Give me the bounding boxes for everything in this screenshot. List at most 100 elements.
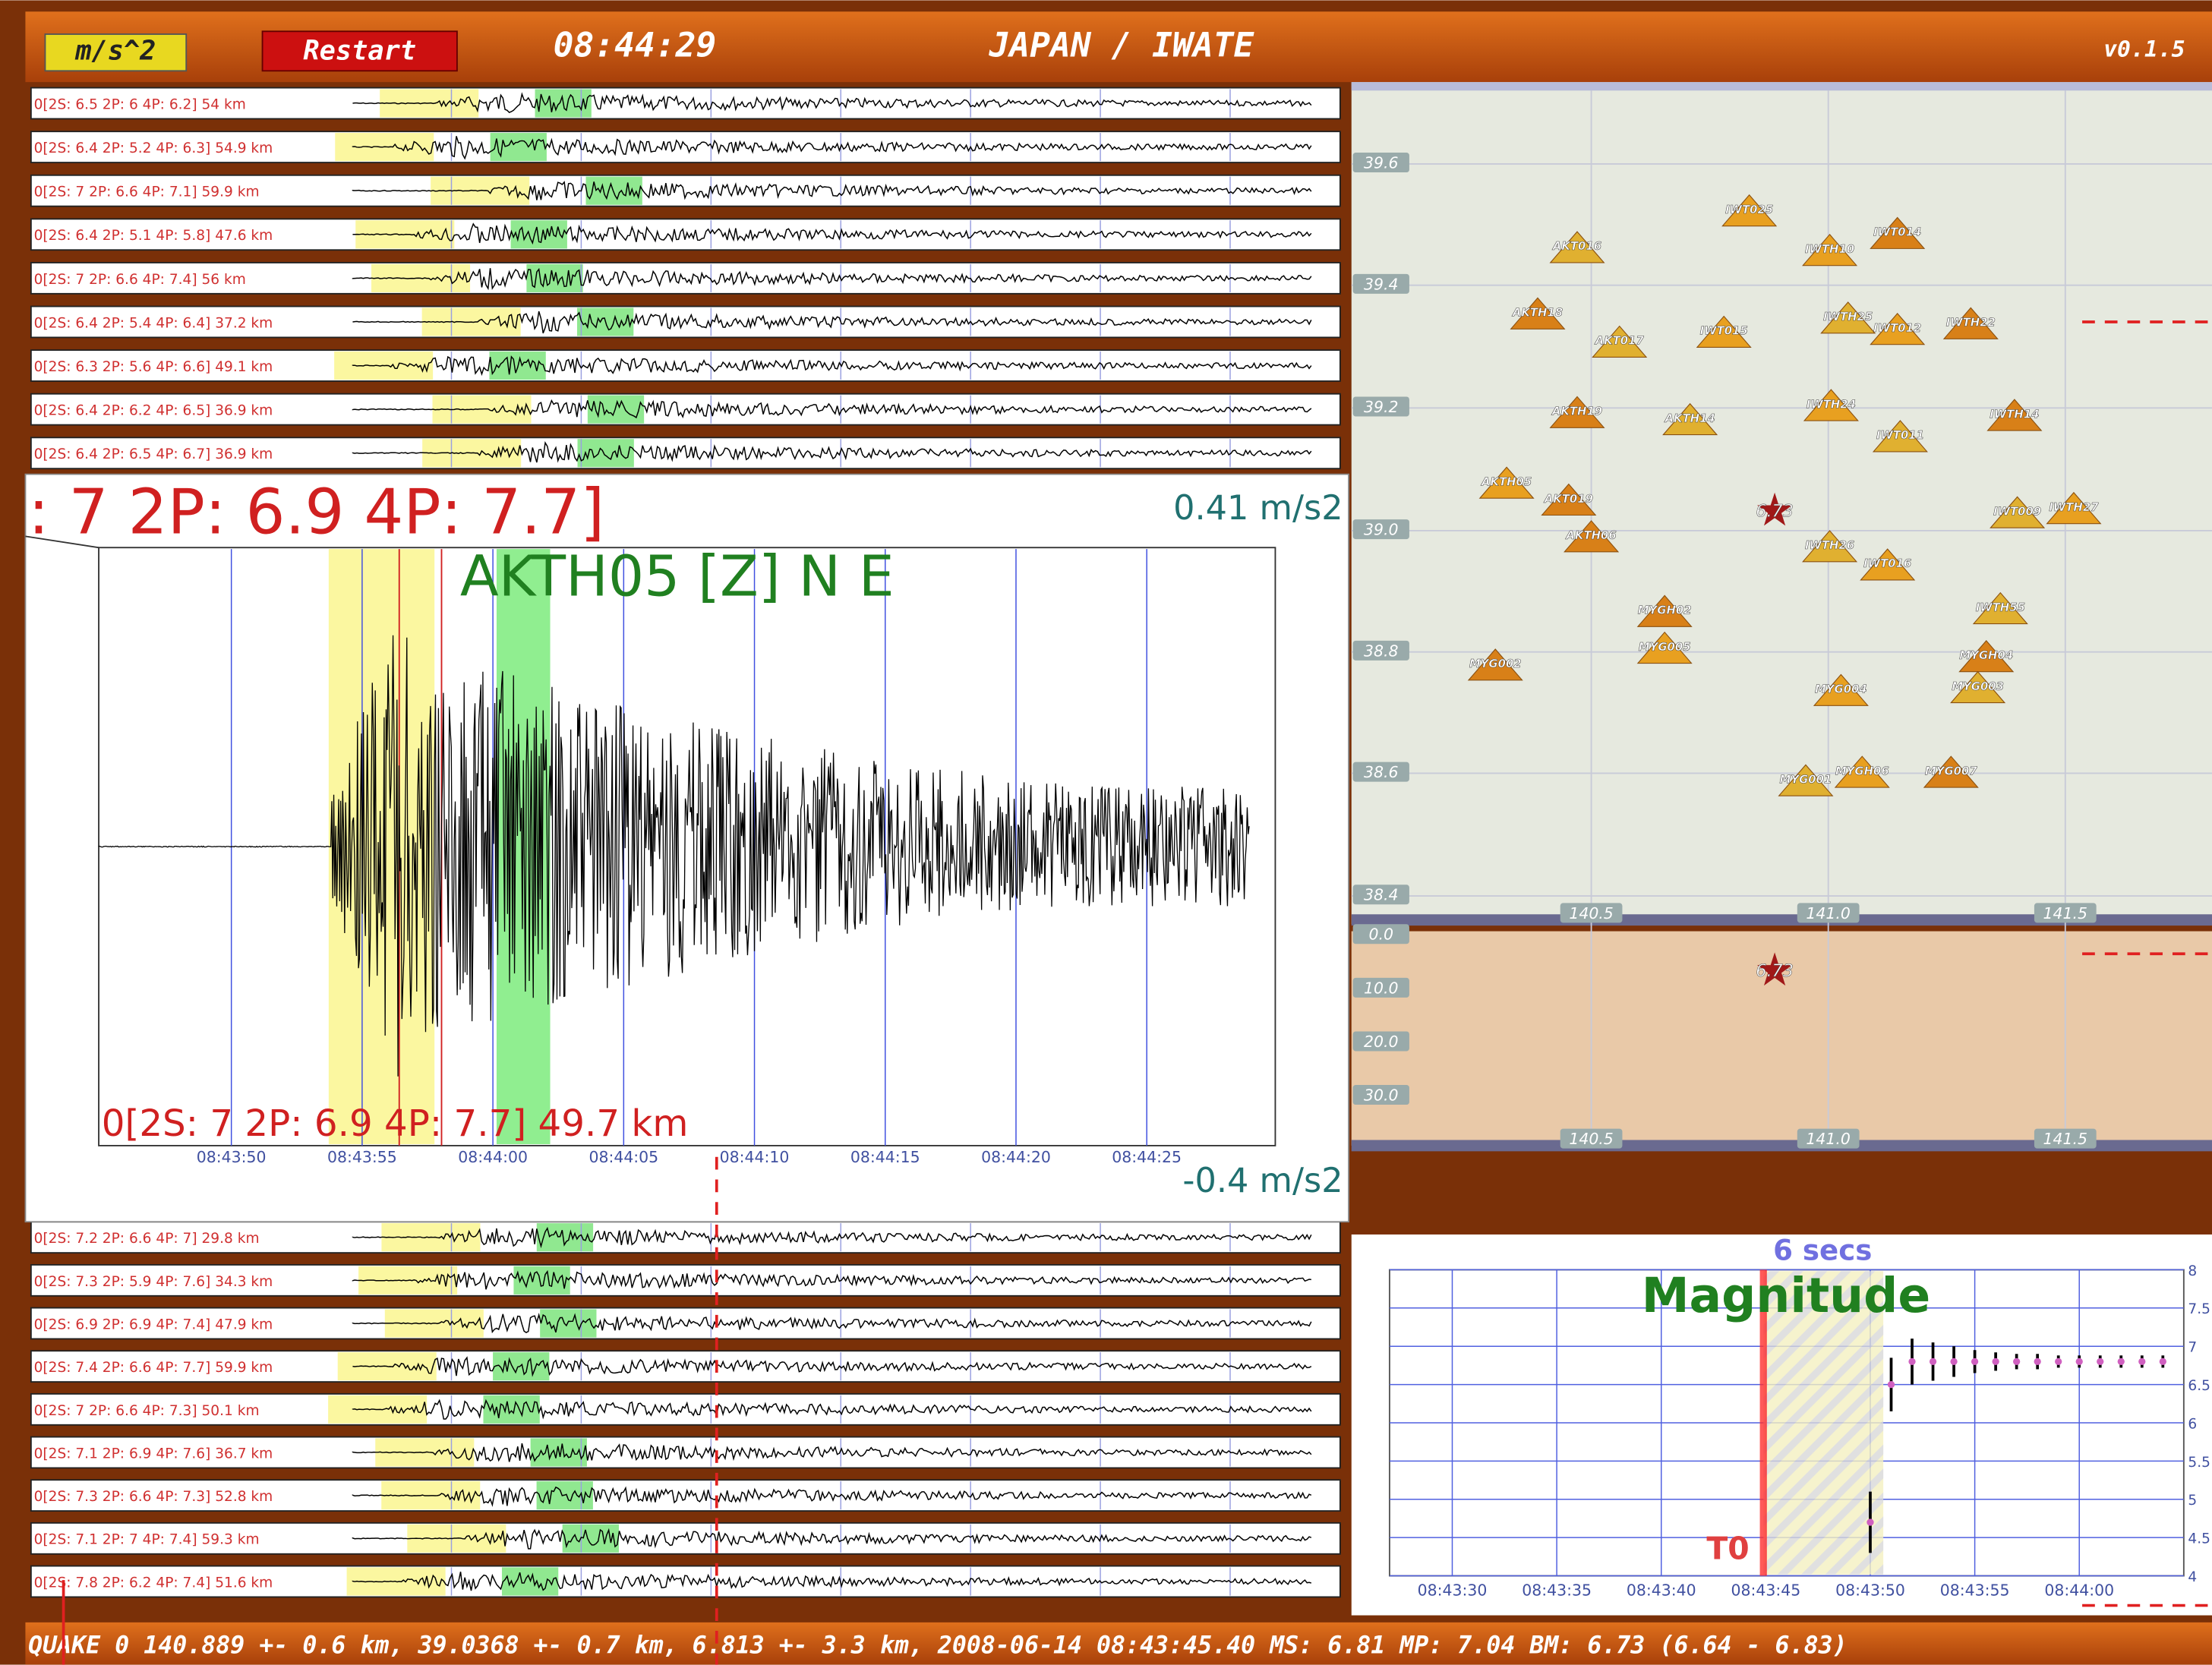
- trace-strip: [30, 174, 1341, 207]
- station-label: MYG007: [1925, 764, 1977, 777]
- station[interactable]: [1813, 673, 1869, 706]
- station[interactable]: [1636, 631, 1693, 664]
- lon-label: 141.0: [1806, 904, 1850, 922]
- waveform: [352, 1226, 1312, 1249]
- depth-label: 10.0: [1364, 979, 1398, 997]
- station-label: MYG004: [1815, 683, 1867, 696]
- lon-tag: [1560, 903, 1623, 923]
- units-button[interactable]: [44, 33, 188, 72]
- units-label[interactable]: m/s^2: [74, 35, 156, 66]
- station-label: AKTH06: [1565, 528, 1616, 542]
- trace-label: 0[2S: 6.4 2P: 5.4 4P: 6.4] 37.2 km: [34, 315, 273, 331]
- trace-label: 0[2S: 7.3 2P: 5.9 4P: 7.6] 34.3 km: [34, 1274, 273, 1290]
- station[interactable]: [1803, 389, 1859, 421]
- station[interactable]: [1564, 520, 1620, 553]
- s-window: [536, 1223, 594, 1252]
- trace-label: 0[2S: 6.4 2P: 6.2 4P: 6.5] 36.9 km: [34, 403, 273, 419]
- waveform: [352, 441, 1312, 463]
- mag-point: [1992, 1358, 1999, 1365]
- waveform: [352, 267, 1312, 291]
- station[interactable]: [2046, 491, 2102, 525]
- waveform: [352, 311, 1312, 334]
- trace-label: 0[2S: 7.1 2P: 7 4P: 7.4] 59.3 km: [34, 1532, 260, 1548]
- depth-label: 20.0: [1364, 1033, 1398, 1051]
- station[interactable]: [1870, 312, 1926, 345]
- epicenter-label: 6.73: [1756, 501, 1794, 521]
- mag-xtick: 08:43:35: [1522, 1581, 1592, 1600]
- station[interactable]: [1662, 402, 1718, 436]
- station[interactable]: [1923, 755, 1979, 788]
- station-label: AKT016: [1552, 239, 1601, 253]
- station[interactable]: [1636, 594, 1693, 627]
- waveform: [352, 181, 1312, 200]
- restart-button[interactable]: [261, 30, 458, 72]
- window-label: 6 secs: [1773, 1234, 1872, 1266]
- restart-label[interactable]: Restart: [303, 35, 416, 66]
- trace-strip: [30, 1522, 1341, 1555]
- mag-xtick: 08:43:55: [1940, 1581, 2010, 1600]
- station-label: IWTH10: [1805, 242, 1854, 256]
- station[interactable]: [1986, 399, 2043, 431]
- station[interactable]: [1592, 325, 1648, 358]
- station[interactable]: [1721, 194, 1778, 227]
- station[interactable]: [1972, 591, 2028, 625]
- station[interactable]: [1958, 639, 2015, 673]
- station[interactable]: [1467, 648, 1523, 681]
- trace-strip: [30, 131, 1341, 163]
- lat-tag: [1352, 885, 1409, 905]
- region: JAPAN / IWATE: [988, 26, 1254, 65]
- station-label: AKTH14: [1664, 412, 1715, 425]
- lat-label: 39.6: [1364, 153, 1398, 172]
- waveform: [352, 1486, 1312, 1507]
- mag-xtick: 08:43:50: [1835, 1581, 1905, 1600]
- zoom-time: 08:43:55: [327, 1148, 397, 1166]
- mag-point: [2097, 1358, 2104, 1365]
- s-window: [577, 439, 634, 468]
- zoom-min: -0.4 m/s2: [1182, 1161, 1343, 1200]
- mag-point: [2034, 1358, 2041, 1365]
- mag-ytick: 8: [2188, 1263, 2197, 1279]
- station-label: IWTH22: [1946, 316, 1996, 330]
- station-label: AKTH19: [1551, 405, 1602, 418]
- station[interactable]: [1549, 231, 1605, 263]
- trace-label: 0[2S: 7.2 2P: 6.6 4P: 7] 29.8 km: [34, 1231, 260, 1247]
- station[interactable]: [1510, 297, 1566, 330]
- station-label: IWT016: [1863, 557, 1911, 570]
- station[interactable]: [1872, 420, 1928, 453]
- station[interactable]: [1860, 548, 1916, 581]
- lon-label: 141.5: [2043, 904, 2087, 922]
- lon-label: 141.0: [1806, 1130, 1850, 1148]
- lat-label: 39.0: [1364, 521, 1398, 539]
- station[interactable]: [1802, 530, 1858, 563]
- station[interactable]: [1478, 466, 1535, 499]
- station[interactable]: [1802, 233, 1858, 266]
- depth-tag: [1352, 1085, 1409, 1105]
- station[interactable]: [1820, 301, 1876, 334]
- mag-xtick: 08:44:00: [2044, 1581, 2114, 1600]
- station[interactable]: [1870, 216, 1926, 249]
- mag-point: [1950, 1358, 1958, 1365]
- station[interactable]: [1778, 764, 1834, 796]
- station[interactable]: [1990, 496, 2046, 528]
- station[interactable]: [1950, 670, 2006, 704]
- trace-strip: [30, 262, 1341, 295]
- station[interactable]: [1834, 755, 1890, 788]
- window-hatch: [1763, 1271, 1884, 1575]
- lat-tag: [1352, 396, 1409, 417]
- zoom-waveform: [98, 635, 1250, 1077]
- zoom-time: 08:44:25: [1112, 1148, 1182, 1166]
- waveform: [352, 136, 1312, 160]
- mag-ytick: 7: [2188, 1340, 2197, 1356]
- station[interactable]: [1696, 315, 1752, 348]
- trace-strip: [30, 1307, 1341, 1340]
- lat-tag: [1352, 273, 1409, 294]
- mag-title: Magnitude: [1642, 1267, 1930, 1323]
- station[interactable]: [1541, 483, 1597, 516]
- s-window: [587, 395, 645, 424]
- lat-label: 39.2: [1364, 398, 1398, 416]
- station[interactable]: [1942, 307, 1999, 339]
- station[interactable]: [1549, 396, 1605, 428]
- trace-strip: [30, 1565, 1341, 1598]
- trace-strip: [30, 437, 1341, 470]
- station-label: MYG001: [1780, 772, 1832, 786]
